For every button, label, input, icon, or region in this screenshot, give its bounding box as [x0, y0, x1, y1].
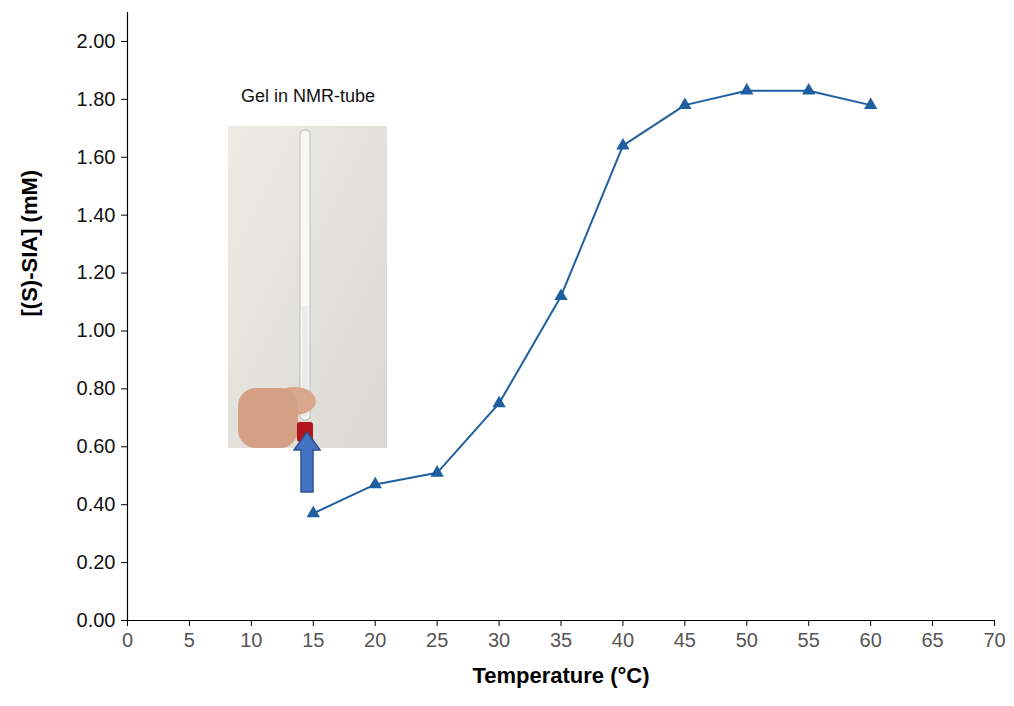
svg-text:1.80: 1.80: [77, 88, 116, 110]
svg-text:10: 10: [240, 629, 262, 651]
svg-text:15: 15: [302, 629, 324, 651]
svg-text:0.00: 0.00: [77, 609, 116, 631]
svg-text:0: 0: [122, 629, 133, 651]
svg-text:50: 50: [736, 629, 758, 651]
html-text:Gel in NMR-tube: Gel in NMR-tube: [241, 86, 375, 106]
svg-text:40: 40: [612, 629, 634, 651]
svg-text:55: 55: [798, 629, 820, 651]
svg-text:1.00: 1.00: [77, 319, 116, 341]
svg-text:0.20: 0.20: [77, 551, 116, 573]
svg-text:0.40: 0.40: [77, 493, 116, 515]
svg-text:65: 65: [921, 629, 943, 651]
svg-text:30: 30: [488, 629, 510, 651]
svg-text:1.60: 1.60: [77, 146, 116, 168]
svg-text:1.20: 1.20: [77, 261, 116, 283]
svg-text:2.00: 2.00: [77, 30, 116, 52]
svg-text:60: 60: [860, 629, 882, 651]
svg-text:0.80: 0.80: [77, 377, 116, 399]
svg-text:45: 45: [674, 629, 696, 651]
svg-text:25: 25: [426, 629, 448, 651]
svg-text:5: 5: [184, 629, 195, 651]
svg-text:70: 70: [983, 629, 1005, 651]
svg-text:1.40: 1.40: [77, 204, 116, 226]
svg-text:Temperature (°C): Temperature (°C): [472, 663, 649, 688]
svg-text:20: 20: [364, 629, 386, 651]
svg-text:[(S)-SIA] (mM): [(S)-SIA] (mM): [17, 170, 42, 317]
svg-text:35: 35: [550, 629, 572, 651]
svg-text:0.60: 0.60: [77, 435, 116, 457]
